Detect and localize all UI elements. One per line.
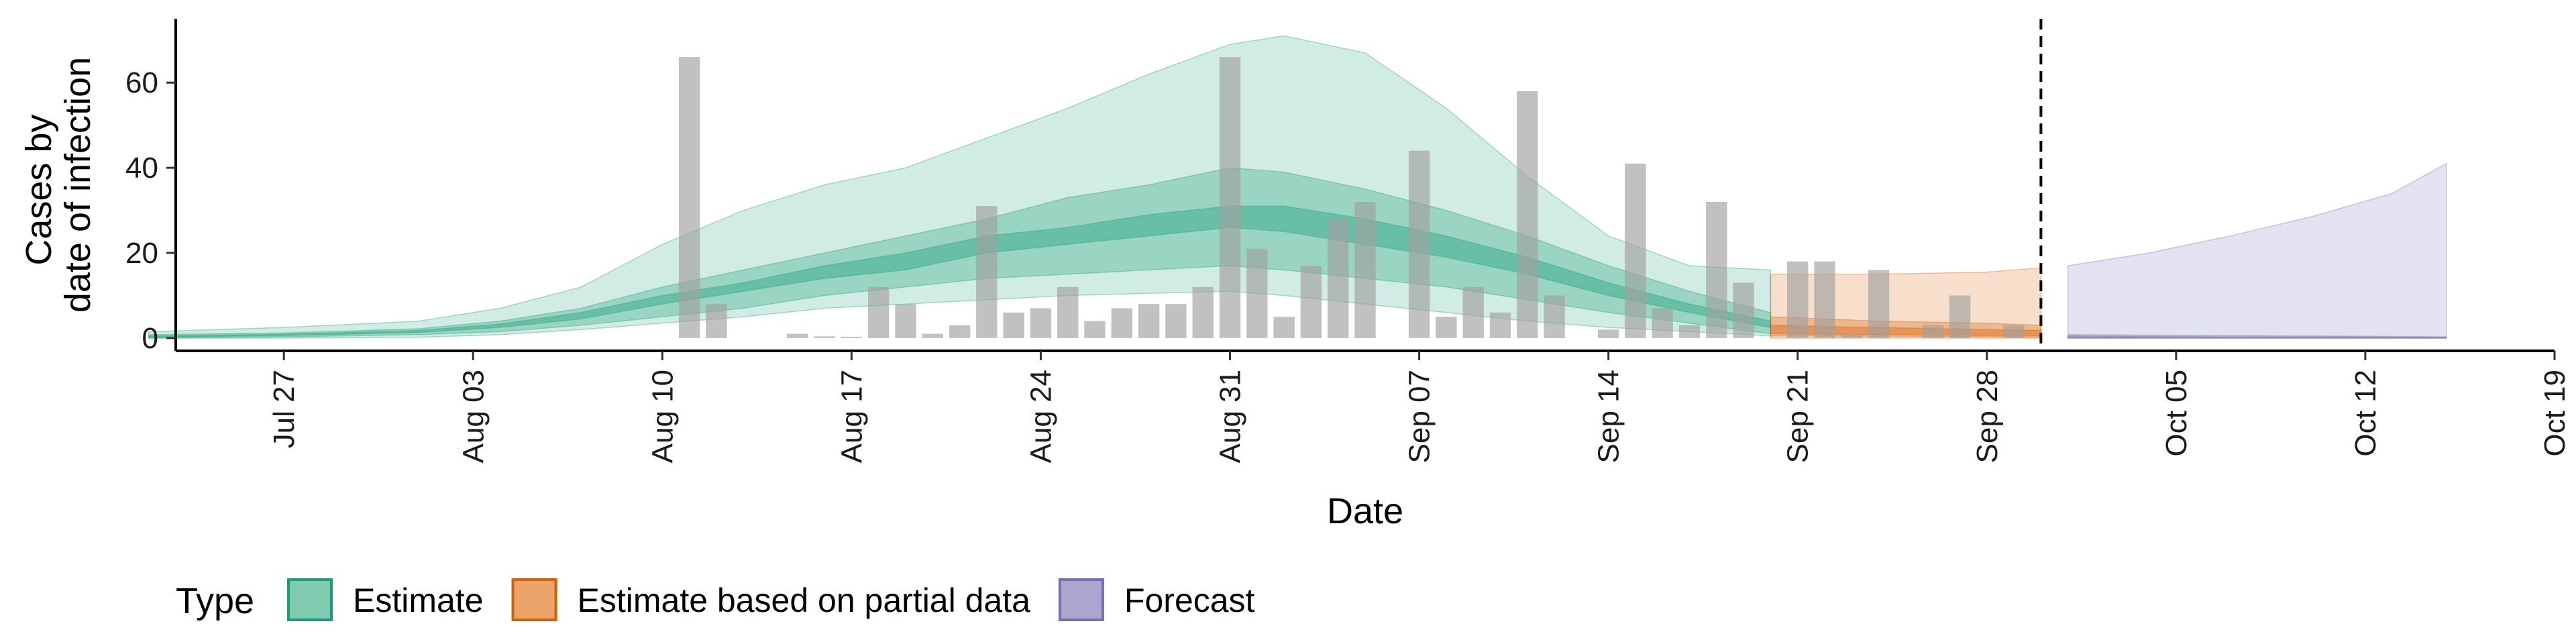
observed-cases-bar: [1408, 150, 1430, 338]
y-tick-label: 40: [125, 152, 158, 184]
observed-cases-bar: [976, 206, 998, 338]
legend-label-forecast: Forecast: [1124, 582, 1255, 619]
observed-cases-bars: [678, 57, 2025, 339]
legend-key-estimate-based-on-partial-data: [511, 578, 557, 621]
observed-cases-bar: [1597, 329, 1619, 338]
observed-cases-bar: [1192, 286, 1214, 338]
observed-cases-bar: [841, 337, 863, 338]
x-tick-label: Sep 14: [1593, 370, 1625, 463]
axes: 0 20 40 60 Jul 27 Aug 03 Aug 10 Aug 17 Aug 24 Aug…: [125, 19, 2571, 463]
observed-cases-bar: [1084, 321, 1106, 338]
observed-cases-bar: [1436, 317, 1457, 338]
legend-label-estimate-based-on-partial-data: Estimate based on partial data: [578, 582, 1031, 619]
observed-cases-bar: [1003, 312, 1024, 338]
x-tick-label: Aug 10: [646, 370, 679, 463]
y-tick-label: 0: [142, 322, 158, 355]
observed-cases-bar: [1273, 317, 1295, 338]
legend: Type Estimate Estimate based on partial d…: [176, 578, 1255, 621]
observed-cases-bar: [1138, 304, 1160, 338]
legend-item-estimate: Estimate: [287, 578, 484, 621]
observed-cases-bar: [922, 333, 943, 338]
observed-cases-bar: [1868, 270, 1890, 338]
legend-title: Type: [176, 581, 254, 621]
observed-cases-bar: [1517, 91, 1538, 338]
observed-cases-bar: [1733, 282, 1754, 338]
observed-cases-bar: [1111, 308, 1132, 338]
y-tick-label: 20: [125, 237, 158, 270]
observed-cases-bar: [895, 304, 916, 338]
forecast-ribbon-50: [2067, 334, 2447, 339]
x-tick-label: Aug 24: [1024, 370, 1057, 463]
observed-cases-bar: [1219, 57, 1241, 338]
observed-cases-bar: [1625, 163, 1646, 339]
observed-cases-bar: [1030, 308, 1052, 338]
y-axis-title-line-1: Cases by: [19, 114, 59, 265]
observed-cases-bar: [1246, 248, 1268, 338]
observed-cases-bar: [1949, 295, 1971, 338]
observed-cases-bar: [1354, 201, 1376, 338]
y-tick-label: 60: [125, 66, 158, 99]
observed-cases-bar: [787, 333, 808, 338]
forecast-ribbon-20: [2067, 335, 2447, 339]
observed-cases-bar: [1814, 261, 1835, 338]
legend-item-forecast: Forecast: [1058, 578, 1255, 621]
observed-cases-bar: [1652, 308, 1673, 338]
observed-cases-bar: [1787, 261, 1809, 338]
x-tick-label: Jul 27: [268, 370, 301, 448]
observed-cases-bar: [1678, 325, 1701, 338]
x-tick-label: Oct 19: [2538, 370, 2571, 457]
observed-cases-bar: [1922, 325, 1943, 338]
forecast-ribbon-90: [2067, 162, 2447, 339]
observed-cases-bar: [1057, 286, 1079, 338]
observed-cases-bar: [868, 286, 890, 338]
x-tick-label: Aug 03: [457, 370, 490, 463]
x-tick-label: Aug 17: [835, 370, 868, 463]
observed-cases-bar: [2003, 325, 2025, 338]
observed-cases-bar: [1462, 286, 1484, 338]
observed-cases-bar: [814, 336, 835, 338]
y-axis-title: Cases by date of infection: [19, 57, 98, 313]
ribbons-layer: [148, 35, 2447, 339]
x-tick-label: Sep 28: [1971, 370, 2004, 463]
legend-label-estimate: Estimate: [353, 582, 484, 619]
observed-cases-bar: [949, 325, 971, 338]
x-tick-label: Sep 21: [1782, 370, 1815, 463]
x-axis-title: Date: [1327, 491, 1403, 531]
observed-cases-bar: [678, 57, 700, 338]
observed-cases-bar: [1300, 266, 1322, 338]
x-tick-label: Aug 31: [1214, 370, 1247, 463]
x-tick-label: Oct 05: [2160, 370, 2193, 457]
observed-cases-bar: [1165, 304, 1187, 338]
observed-cases-bar: [1841, 333, 1862, 338]
legend-key-estimate: [287, 578, 333, 621]
observed-cases-bar: [1706, 201, 1727, 338]
legend-item-estimate-based-on-partial-data: Estimate based on partial data: [511, 578, 1031, 621]
x-tick-label: Sep 07: [1403, 370, 1436, 463]
observed-cases-bar: [1328, 219, 1349, 338]
observed-cases-bar: [1544, 295, 1565, 338]
x-tick-label: Oct 12: [2349, 370, 2382, 457]
observed-cases-bar: [706, 304, 727, 338]
observed-cases-bar: [1489, 312, 1511, 338]
legend-key-forecast: [1058, 578, 1104, 621]
y-axis-title-line-2: date of infection: [58, 57, 98, 313]
